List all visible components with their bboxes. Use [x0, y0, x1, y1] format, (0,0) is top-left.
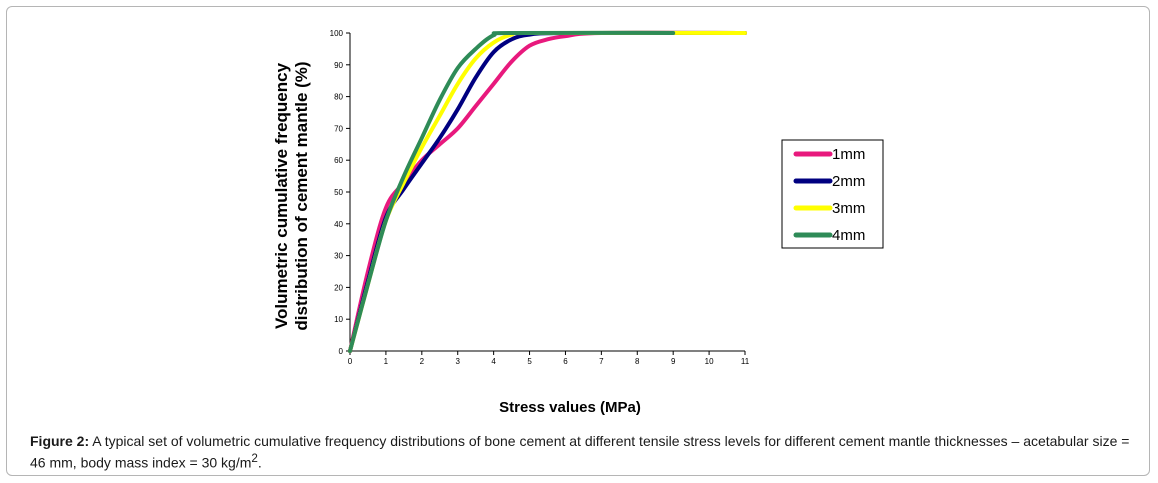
x-tick-label: 1 [384, 357, 389, 366]
series-lines [348, 30, 747, 353]
y-axis-title-line-2: distribution of cement mantle (%) [292, 61, 311, 330]
series-line-1mm [348, 30, 747, 353]
y-axis-title-line-1: Volumetric cumulative frequency [272, 62, 291, 329]
x-tick-label: 10 [705, 357, 714, 366]
x-tick-label: 6 [563, 357, 568, 366]
x-tick-label: 7 [599, 357, 604, 366]
legend: 1mm 2mm 3mm 4mm [781, 139, 884, 249]
x-tick-label: 3 [456, 357, 461, 366]
figure-frame [6, 6, 1150, 476]
y-tick-label: 10 [334, 315, 343, 324]
x-tick-label: 9 [671, 357, 676, 366]
x-ticks: 0 1 2 3 4 5 6 7 8 9 10 11 [348, 351, 750, 366]
legend-label-1mm: 1mm [832, 146, 865, 163]
y-ticks: 0 10 20 30 40 50 60 70 80 90 100 [330, 29, 350, 356]
line-chart: 0 10 20 30 40 50 60 70 80 90 100 0 1 2 3 4 5 6 7 8 9 10 11 St… [272, 29, 884, 416]
x-tick-label: 4 [491, 357, 496, 366]
x-tick-label: 11 [741, 357, 750, 366]
x-tick-label: 5 [527, 357, 532, 366]
legend-label-4mm: 4mm [832, 227, 865, 244]
series-line-4mm [348, 30, 676, 353]
caption-label: Figure 2: [30, 433, 90, 449]
y-tick-label: 0 [339, 347, 344, 356]
y-tick-label: 20 [334, 283, 343, 292]
y-axis-title: Volumetric cumulative frequency distribu… [272, 61, 311, 330]
y-tick-label: 50 [334, 188, 343, 197]
x-axis-title: Stress values (MPa) [499, 399, 641, 416]
figure-caption: Figure 2: A typical set of volumetric cu… [30, 432, 1134, 472]
y-tick-label: 60 [334, 156, 343, 165]
legend-label-3mm: 3mm [832, 200, 865, 217]
y-tick-label: 90 [334, 61, 343, 70]
series-line-2mm [348, 30, 747, 353]
legend-label-2mm: 2mm [832, 173, 865, 190]
y-tick-label: 80 [334, 93, 343, 102]
x-tick-label: 2 [420, 357, 425, 366]
chart-axes [349, 33, 745, 352]
y-tick-label: 40 [334, 220, 343, 229]
x-tick-label: 8 [635, 357, 640, 366]
series-line-3mm [348, 30, 747, 353]
x-tick-label: 0 [348, 357, 353, 366]
y-tick-label: 70 [334, 124, 343, 133]
y-tick-label: 30 [334, 252, 343, 261]
caption-superscript: 2 [251, 452, 258, 465]
legend-box [781, 139, 884, 249]
caption-tail: . [257, 454, 262, 471]
y-tick-label: 100 [330, 29, 344, 38]
caption-text: A typical set of volumetric cumulative f… [30, 433, 1130, 471]
